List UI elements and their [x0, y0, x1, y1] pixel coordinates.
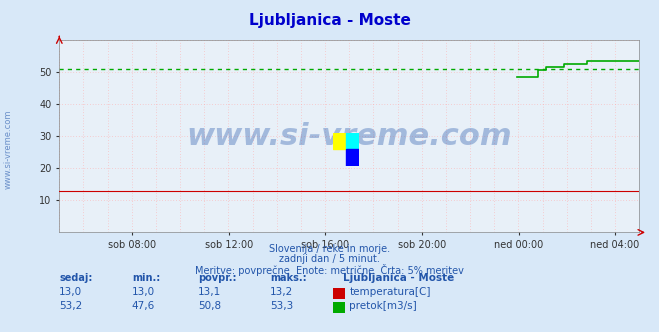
Text: 13,0: 13,0	[132, 288, 155, 297]
Text: Ljubljanica - Moste: Ljubljanica - Moste	[343, 273, 454, 283]
Text: 50,8: 50,8	[198, 301, 221, 311]
Text: 47,6: 47,6	[132, 301, 155, 311]
Text: www.si-vreme.com: www.si-vreme.com	[186, 122, 512, 151]
Text: 13,1: 13,1	[198, 288, 221, 297]
Text: povpr.:: povpr.:	[198, 273, 236, 283]
Text: 13,2: 13,2	[270, 288, 293, 297]
Text: maks.:: maks.:	[270, 273, 307, 283]
Bar	[346, 149, 359, 166]
Bar	[333, 133, 346, 149]
Text: Meritve: povprečne  Enote: metrične  Črta: 5% meritev: Meritve: povprečne Enote: metrične Črta:…	[195, 264, 464, 276]
Text: min.:: min.:	[132, 273, 160, 283]
Text: pretok[m3/s]: pretok[m3/s]	[349, 301, 417, 311]
Text: 53,3: 53,3	[270, 301, 293, 311]
Bar	[346, 133, 359, 149]
Text: www.si-vreme.com: www.si-vreme.com	[3, 110, 13, 189]
Text: temperatura[C]: temperatura[C]	[349, 288, 431, 297]
Text: sedaj:: sedaj:	[59, 273, 93, 283]
Text: Slovenija / reke in morje.: Slovenija / reke in morje.	[269, 244, 390, 254]
Text: zadnji dan / 5 minut.: zadnji dan / 5 minut.	[279, 254, 380, 264]
Text: Ljubljanica - Moste: Ljubljanica - Moste	[248, 13, 411, 28]
Text: 13,0: 13,0	[59, 288, 82, 297]
Text: 53,2: 53,2	[59, 301, 82, 311]
